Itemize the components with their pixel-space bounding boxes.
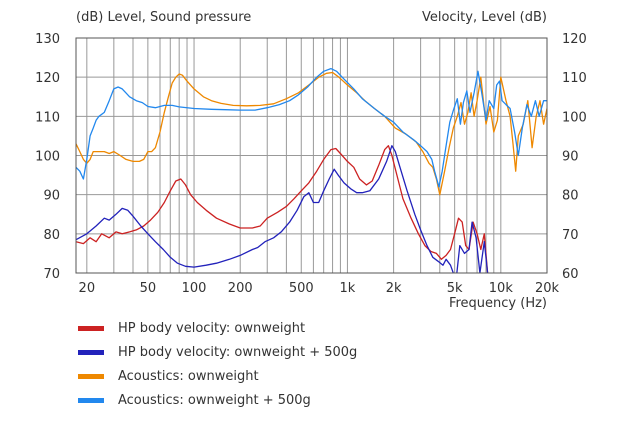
series-line-3 — [76, 71, 547, 196]
legend-swatch — [78, 373, 104, 379]
legend: HP body velocity: ownweight HP body veloc… — [78, 316, 498, 412]
legend-item: Acoustics: ownweight — [78, 364, 498, 388]
x-tick-label: 10k — [489, 281, 514, 296]
x-tick-label: 20 — [79, 281, 96, 296]
y-right-tick-label: 80 — [562, 189, 579, 204]
x-tick-label: 100 — [182, 281, 207, 296]
legend-item: Acoustics: ownweight + 500g — [78, 388, 498, 412]
y-left-tick-label: 100 — [35, 150, 60, 165]
y-left-tick-label: 110 — [35, 110, 60, 125]
x-tick-label: 1k — [340, 281, 356, 296]
x-tick-label: 5k — [447, 281, 463, 296]
y-right-tick-label: 120 — [562, 32, 587, 47]
series-lines — [76, 67, 547, 273]
series-line-2 — [76, 145, 489, 273]
legend-item: HP body velocity: ownweight — [78, 316, 498, 340]
x-axis-title: Frequency (Hz) — [449, 296, 547, 311]
left-axis-title: (dB) Level, Sound pressure — [76, 10, 251, 25]
grid — [76, 37, 547, 274]
y-left-tick-label: 130 — [35, 32, 60, 47]
legend-label: Acoustics: ownweight + 500g — [118, 392, 311, 408]
legend-swatch — [78, 397, 104, 403]
legend-label: HP body velocity: ownweight + 500g — [118, 344, 358, 360]
series-line-1 — [76, 145, 489, 273]
tick-labels: 20 50 100 200 500 1k 2k 5k 10k 20k 70 80 90 100 110 120… — [35, 32, 587, 296]
plot-frame — [75, 37, 548, 274]
y-right-tick-label: 100 — [562, 110, 587, 125]
x-tick-label: 2k — [386, 281, 402, 296]
y-right-tick-label: 70 — [562, 228, 579, 243]
legend-label: Acoustics: ownweight — [118, 368, 259, 384]
y-left-tick-label: 90 — [43, 189, 60, 204]
y-right-tick-label: 60 — [562, 267, 579, 282]
y-right-tick-label: 90 — [562, 150, 579, 165]
y-right-tick-label: 110 — [562, 71, 587, 86]
y-left-tick-label: 120 — [35, 71, 60, 86]
x-tick-label: 200 — [228, 281, 253, 296]
legend-swatch — [78, 325, 104, 331]
y-left-tick-label: 70 — [43, 267, 60, 282]
legend-swatch — [78, 349, 104, 355]
y-left-tick-label: 80 — [43, 228, 60, 243]
series-line-4 — [76, 67, 547, 188]
x-tick-label: 20k — [535, 281, 560, 296]
right-axis-title: Velocity, Level (dB) — [422, 10, 547, 25]
x-tick-label: 50 — [140, 281, 157, 296]
legend-label: HP body velocity: ownweight — [118, 320, 306, 336]
x-tick-label: 500 — [289, 281, 314, 296]
legend-item: HP body velocity: ownweight + 500g — [78, 340, 498, 364]
